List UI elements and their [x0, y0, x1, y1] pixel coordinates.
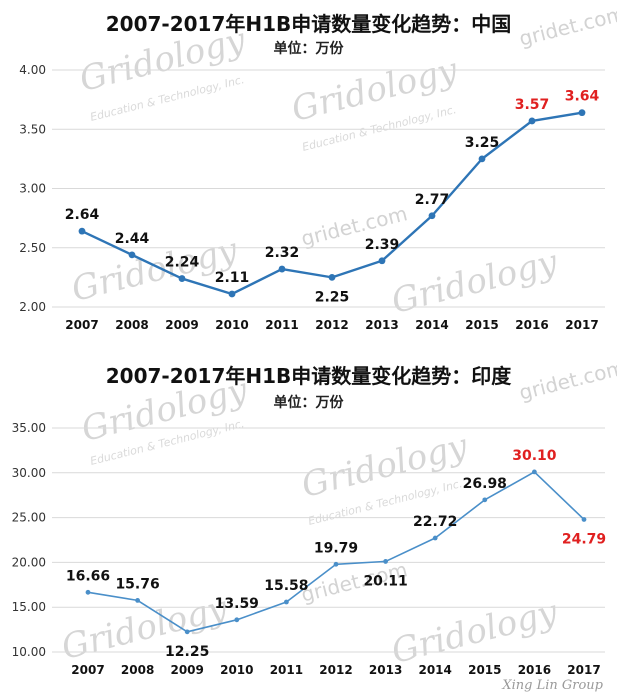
x-tick-label: 2012 [319, 663, 352, 677]
x-tick-label: 2017 [565, 318, 598, 332]
data-point [234, 617, 240, 623]
x-tick-label: 2014 [415, 318, 448, 332]
chart-panel-india: Gridology Education & Technology, Inc. G… [0, 350, 617, 699]
data-point [528, 117, 536, 125]
data-label: 12.25 [165, 644, 209, 660]
data-label: 19.79 [314, 540, 358, 556]
data-label: 13.59 [215, 596, 259, 612]
y-tick-label: 25.00 [12, 511, 46, 525]
data-label: 20.11 [363, 573, 407, 589]
data-label: 30.10 [512, 448, 557, 464]
x-tick-label: 2014 [418, 663, 451, 677]
x-tick-label: 2012 [315, 318, 348, 332]
x-tick-label: 2011 [265, 318, 298, 332]
data-label: 24.79 [562, 531, 606, 547]
x-tick-label: 2010 [220, 663, 253, 677]
data-point [432, 535, 438, 541]
chart-unit: 单位：万份 [273, 395, 344, 411]
x-tick-label: 2008 [115, 318, 148, 332]
y-tick-label: 20.00 [12, 555, 46, 569]
x-tick-label: 2010 [215, 318, 248, 332]
data-point [428, 212, 436, 220]
data-point [135, 597, 141, 603]
data-label: 26.98 [463, 476, 507, 492]
x-tick-label: 2011 [270, 663, 303, 677]
data-point [478, 155, 486, 163]
x-tick-label: 2008 [121, 663, 154, 677]
data-label: 2.77 [415, 192, 450, 208]
y-tick-label: 3.00 [19, 182, 46, 196]
data-label: 3.64 [565, 89, 600, 105]
data-label: 15.76 [115, 576, 159, 592]
data-label: 22.72 [413, 514, 457, 530]
data-point [383, 559, 388, 564]
y-tick-label: 15.00 [12, 600, 46, 614]
x-tick-label: 2015 [468, 663, 501, 677]
y-tick-label: 35.00 [12, 421, 46, 435]
x-tick-label: 2016 [515, 318, 548, 332]
y-tick-label: 2.00 [19, 300, 46, 314]
data-label: 2.44 [115, 231, 150, 247]
china-line-chart: 2.00 2.50 3.00 3.50 4.00 2007 2008 2009 2010 2011… [19, 63, 605, 332]
data-point [578, 109, 586, 117]
data-point [184, 629, 190, 635]
data-label: 2.11 [215, 270, 250, 286]
data-label: 2.24 [165, 255, 200, 271]
india-line-chart: 10.00 15.00 20.00 25.00 30.00 35.00 2007 2008 20… [12, 421, 607, 677]
data-label: 3.25 [465, 135, 500, 151]
x-tick-label: 2013 [365, 318, 398, 332]
corner-watermark: Xing Lin Group [502, 678, 603, 693]
data-point [278, 265, 286, 273]
data-label: 16.66 [66, 568, 110, 584]
data-label: 3.57 [515, 97, 550, 113]
data-point [328, 273, 336, 281]
x-tick-label: 2017 [567, 663, 600, 677]
data-point [178, 275, 186, 282]
chart-title: 2007-2017年H1B申请数量变化趋势：印度 [105, 364, 512, 388]
data-point [78, 227, 86, 235]
data-point [85, 589, 91, 595]
series-line [81, 111, 583, 296]
x-tick-label: 2015 [465, 318, 498, 332]
chart-unit: 单位：万份 [273, 41, 344, 57]
x-tick-label: 2016 [518, 663, 551, 677]
data-point [228, 290, 236, 298]
data-point [333, 561, 339, 567]
data-point [482, 497, 488, 503]
data-label: 2.25 [315, 289, 350, 305]
data-point [532, 469, 537, 475]
data-label: 2.32 [265, 245, 300, 261]
data-point [284, 599, 289, 605]
y-tick-label: 10.00 [12, 645, 46, 659]
y-tick-label: 4.00 [19, 63, 46, 77]
x-tick-label: 2009 [165, 318, 198, 332]
y-tick-label: 30.00 [12, 466, 46, 480]
data-label: 15.58 [264, 578, 308, 594]
data-point [128, 251, 136, 259]
chart-title: 2007-2017年H1B申请数量变化趋势：中国 [105, 12, 512, 36]
chart-panel-china: Gridology Education & Technology, Inc. G… [0, 0, 617, 340]
x-tick-label: 2013 [369, 663, 402, 677]
data-point [378, 257, 386, 265]
data-label: 2.39 [365, 237, 400, 253]
x-tick-label: 2007 [65, 318, 98, 332]
x-tick-label: 2007 [71, 663, 104, 677]
x-tick-label: 2009 [170, 663, 203, 677]
data-point [581, 517, 587, 522]
y-tick-label: 3.50 [19, 122, 46, 136]
data-label: 2.64 [65, 207, 100, 223]
y-tick-label: 2.50 [19, 241, 46, 255]
